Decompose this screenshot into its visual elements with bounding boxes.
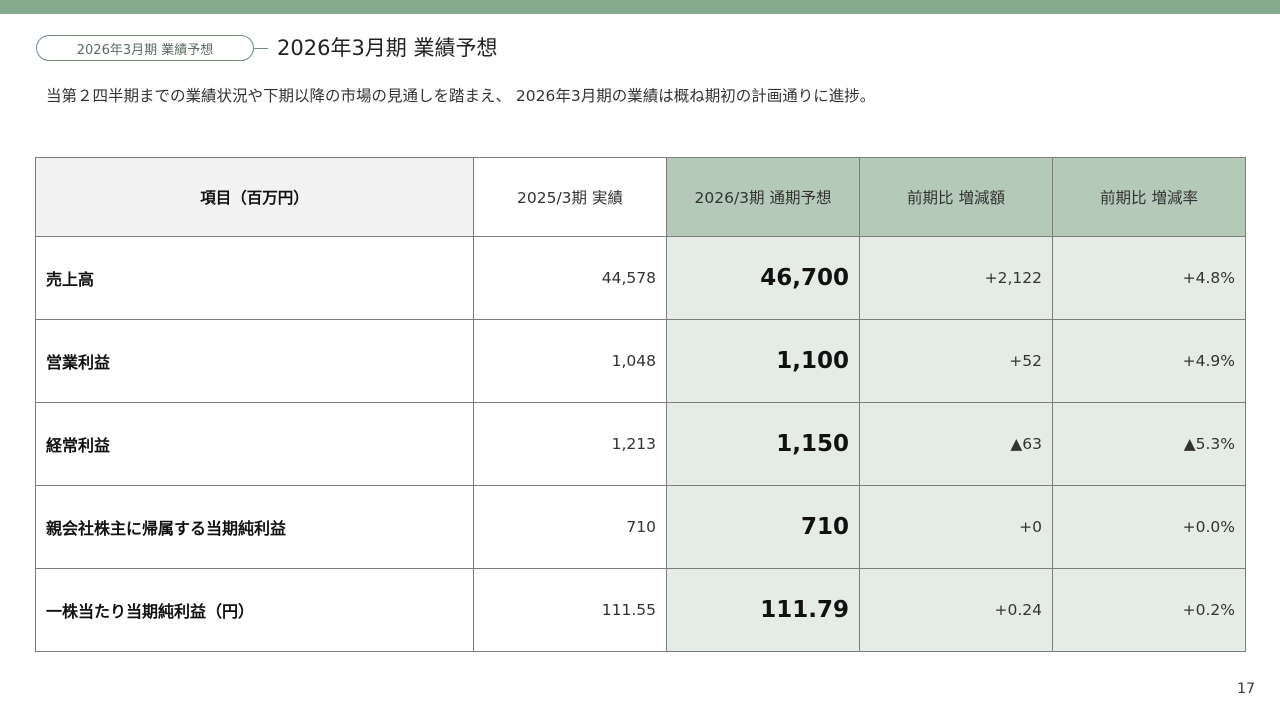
table-row: 一株当たり当期純利益（円） 111.55 111.79 +0.24 +0.2% (35, 568, 1246, 652)
cell-prev-actual: 1,213 (473, 402, 667, 486)
table-row: 親会社株主に帰属する当期純利益 710 710 +0 +0.0% (35, 485, 1246, 569)
table-row: 営業利益 1,048 1,100 +52 +4.9% (35, 319, 1246, 403)
cell-yoy-change: ▲63 (859, 402, 1053, 486)
cell-prev-actual: 111.55 (473, 568, 667, 652)
cell-yoy-rate: ▲5.3% (1052, 402, 1246, 486)
cell-forecast: 111.79 (666, 568, 860, 652)
cell-yoy-change: +2,122 (859, 236, 1053, 320)
table-row: 経常利益 1,213 1,150 ▲63 ▲5.3% (35, 402, 1246, 486)
section-tag-connector (254, 48, 268, 49)
cell-forecast: 1,150 (666, 402, 860, 486)
column-header-yoy-rate: 前期比 増減率 (1052, 157, 1246, 237)
column-header-item: 項目（百万円） (35, 157, 474, 237)
cell-prev-actual: 710 (473, 485, 667, 569)
cell-forecast: 710 (666, 485, 860, 569)
cell-yoy-rate: +0.2% (1052, 568, 1246, 652)
cell-yoy-rate: +4.8% (1052, 236, 1246, 320)
column-header-yoy-change: 前期比 増減額 (859, 157, 1053, 237)
row-label: 売上高 (35, 236, 474, 320)
column-header-forecast: 2026/3期 通期予想 (666, 157, 860, 237)
cell-prev-actual: 1,048 (473, 319, 667, 403)
row-label: 営業利益 (35, 319, 474, 403)
forecast-table: 項目（百万円） 2025/3期 実績 2026/3期 通期予想 前期比 増減額 … (35, 157, 1246, 652)
page-title: 2026年3月期 業績予想 (277, 36, 498, 60)
cell-yoy-change: +0.24 (859, 568, 1053, 652)
cell-forecast: 1,100 (666, 319, 860, 403)
table-row: 売上高 44,578 46,700 +2,122 +4.8% (35, 236, 1246, 320)
cell-yoy-rate: +4.9% (1052, 319, 1246, 403)
row-label: 経常利益 (35, 402, 474, 486)
row-label: 一株当たり当期純利益（円） (35, 568, 474, 652)
lead-text: 当第２四半期までの業績状況や下期以降の市場の見通しを踏まえ、 2026年3月期の… (46, 87, 876, 105)
accent-top-bar (0, 0, 1280, 14)
table-header-row: 項目（百万円） 2025/3期 実績 2026/3期 通期予想 前期比 増減額 … (35, 157, 1246, 237)
cell-yoy-rate: +0.0% (1052, 485, 1246, 569)
row-label: 親会社株主に帰属する当期純利益 (35, 485, 474, 569)
section-tag: 2026年3月期 業績予想 (36, 35, 254, 61)
column-header-prev-actual: 2025/3期 実績 (473, 157, 667, 237)
cell-yoy-change: +0 (859, 485, 1053, 569)
page-number: 17 (1237, 681, 1255, 697)
cell-forecast: 46,700 (666, 236, 860, 320)
cell-prev-actual: 44,578 (473, 236, 667, 320)
cell-yoy-change: +52 (859, 319, 1053, 403)
